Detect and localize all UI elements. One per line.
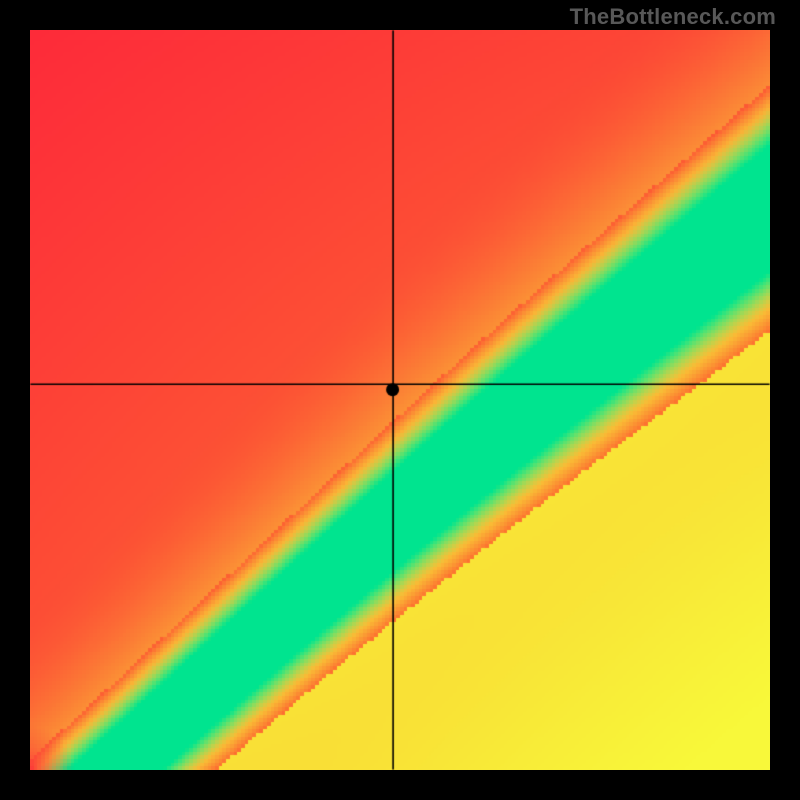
heatmap-plot-area: [30, 30, 770, 770]
heatmap-frame: TheBottleneck.com: [0, 0, 800, 800]
heatmap-canvas: [30, 30, 770, 770]
watermark-text: TheBottleneck.com: [570, 4, 776, 30]
